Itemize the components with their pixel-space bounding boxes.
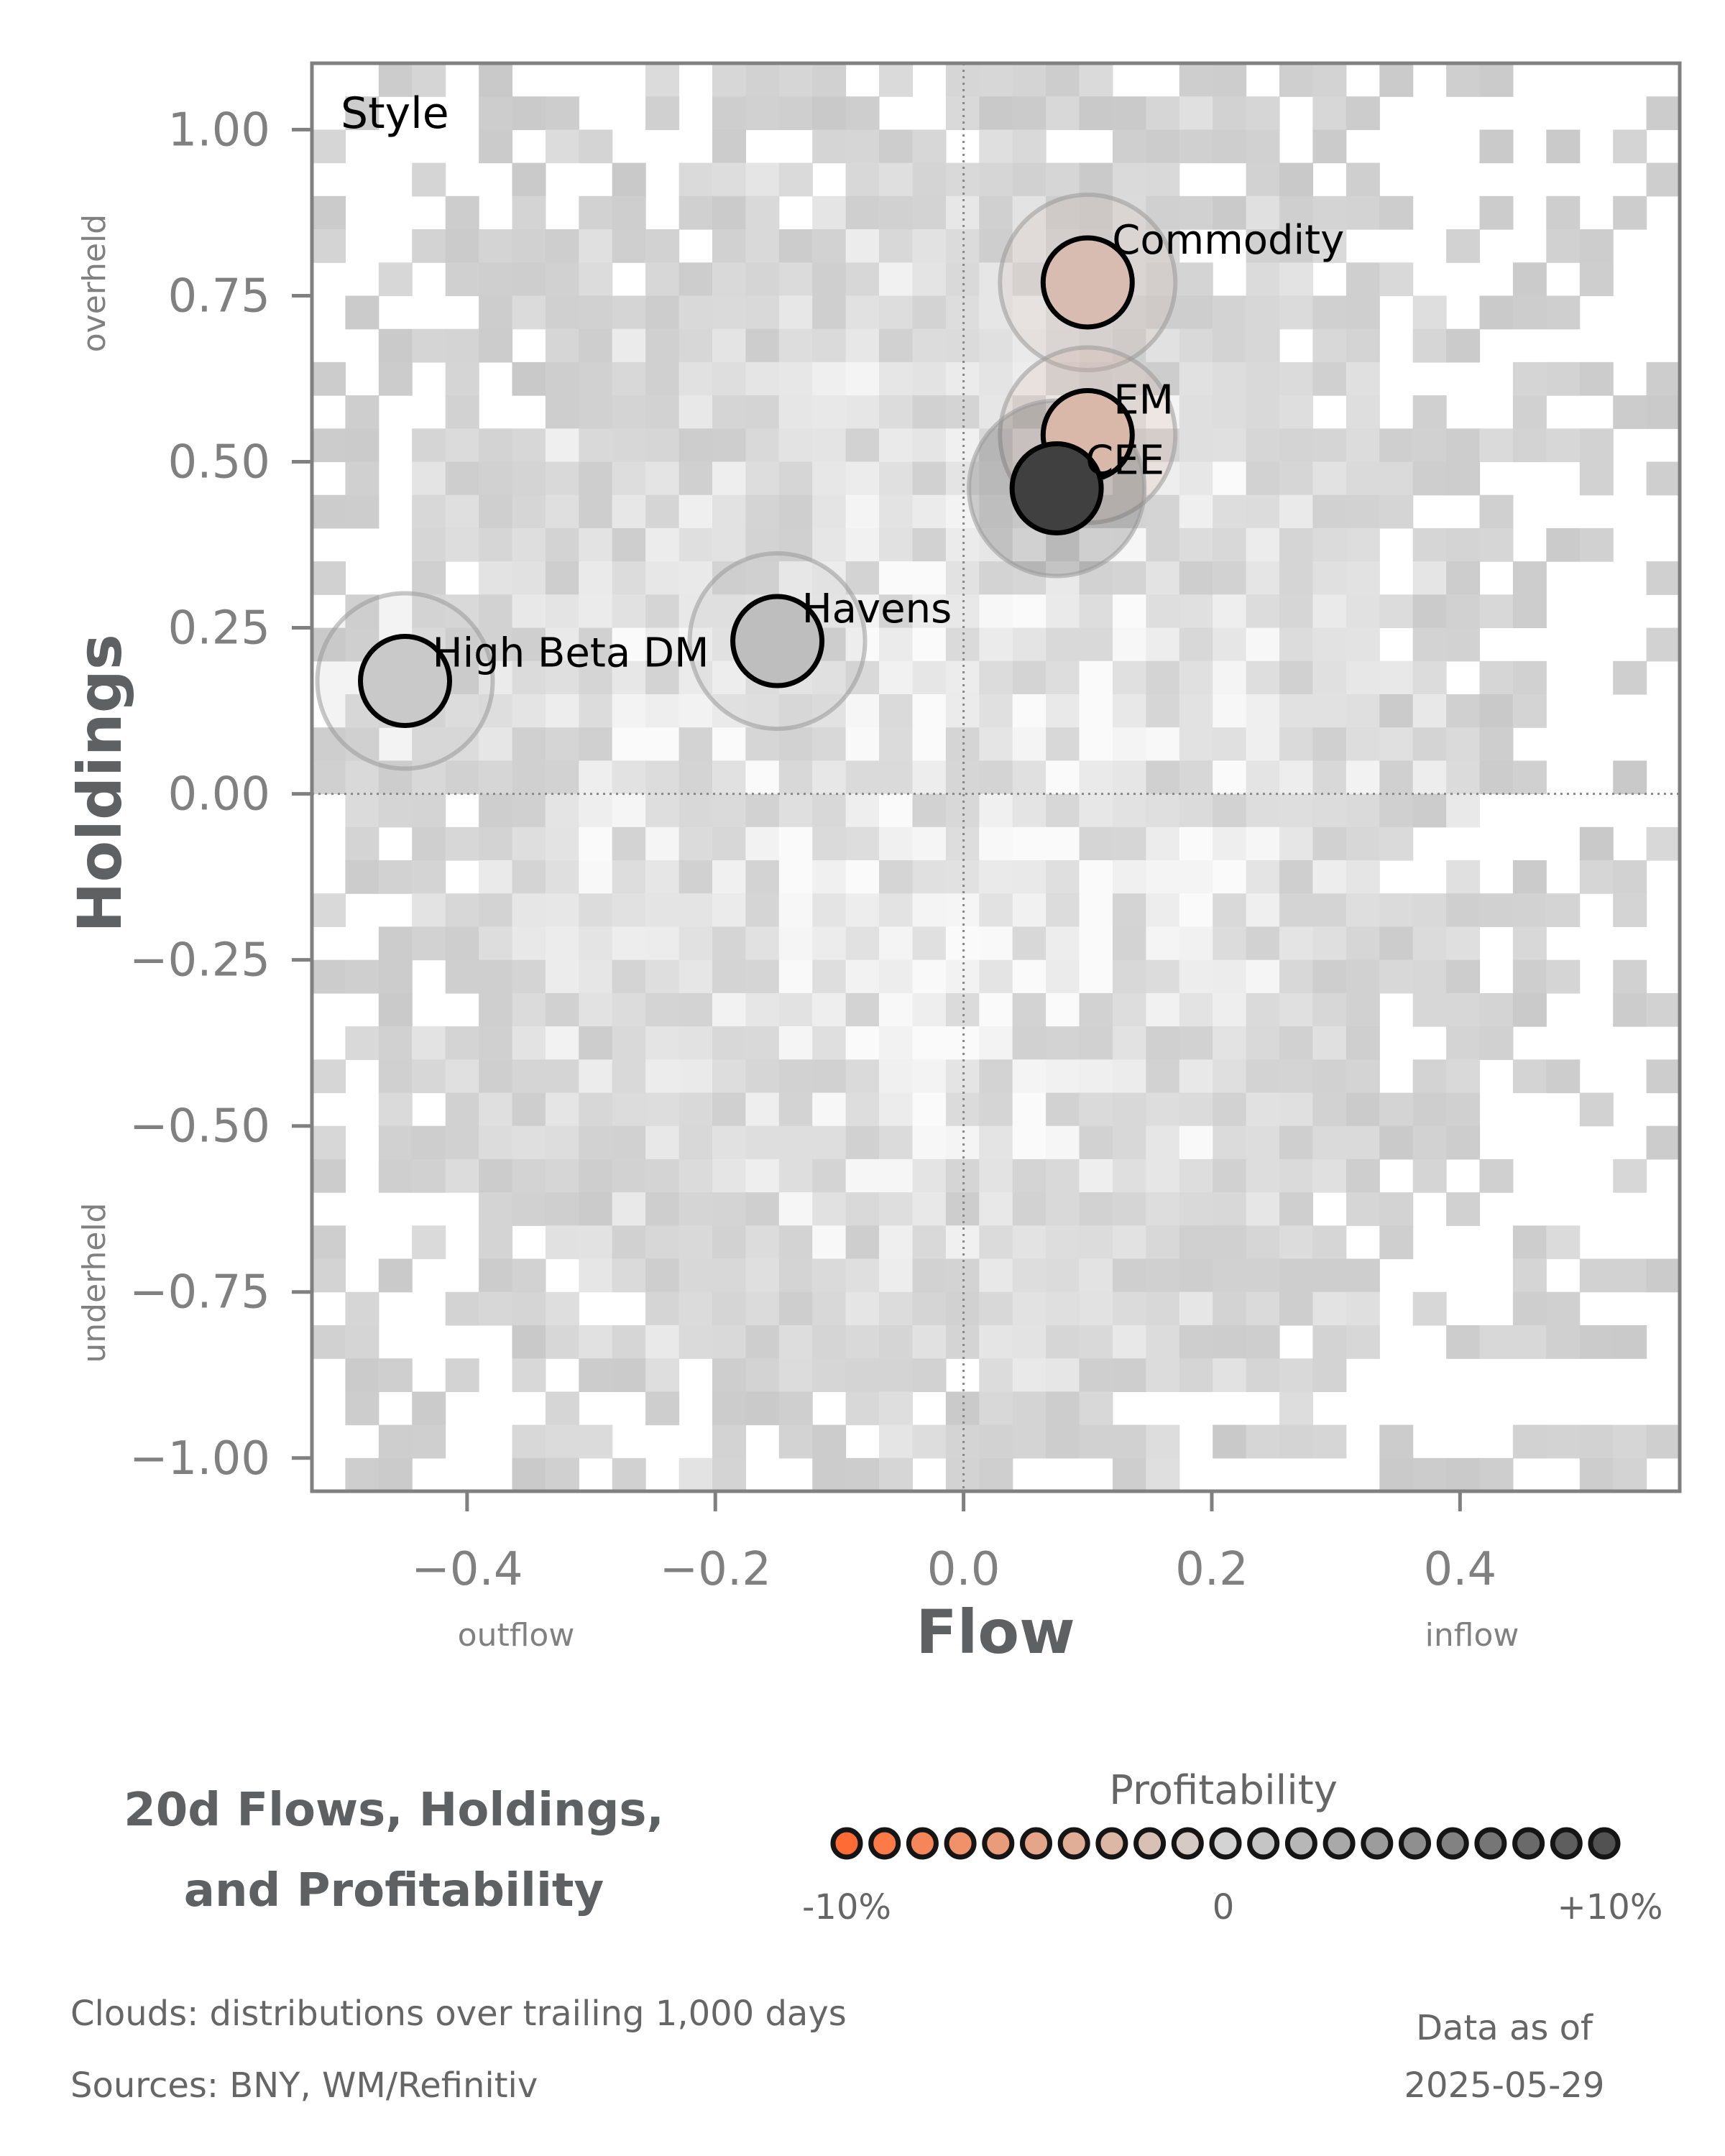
x-tick-label: −0.4 (411, 1543, 523, 1596)
legend-title: Profitability (1109, 1767, 1338, 1814)
y-tick-label: 0.75 (168, 270, 271, 323)
y-tick-label: 1.00 (168, 103, 271, 157)
panel-label: Style (341, 88, 449, 139)
legend-dot (1284, 1827, 1317, 1860)
bubble-label: CEE (1085, 437, 1164, 484)
legend-dot (830, 1827, 863, 1860)
legend-tick-zero: 0 (1213, 1887, 1235, 1927)
chart-title-line-2: and Profitability (184, 1864, 604, 1917)
x-side-label-right: inflow (1425, 1617, 1519, 1654)
y-side-label-bottom: underheld (76, 1202, 113, 1363)
bubble-label: EM (1113, 377, 1174, 424)
bubbles (358, 235, 1135, 728)
legend-dot (1588, 1827, 1621, 1860)
bubble-high-beta-dm (358, 633, 453, 728)
y-tick-label: 0.00 (168, 768, 271, 821)
legend-tick-max: +10% (1558, 1887, 1663, 1927)
y-tick-label: −0.75 (129, 1266, 270, 1319)
bubble-label: Havens (802, 586, 952, 632)
legend-dot (1322, 1827, 1356, 1860)
clouds-note: Clouds: distributions over trailing 1,00… (70, 1994, 847, 2034)
y-side-label-top: overheld (76, 214, 113, 352)
x-axis-title: Flow (916, 1597, 1075, 1667)
legend-dot (944, 1827, 977, 1860)
bubble-commodity (1040, 235, 1135, 330)
legend-dot (1512, 1827, 1545, 1860)
profitability-legend-scale (830, 1827, 1621, 1860)
x-axis-ticks: −0.4 −0.2 0.0 0.2 0.4 (411, 1491, 1496, 1596)
legend-dot (1209, 1827, 1242, 1860)
y-axis-ticks: 1.00 0.75 0.50 0.25 0.00 −0.25 −0.50 −0.75 −1.00 (129, 103, 312, 1485)
legend-tick-min: -10% (802, 1887, 891, 1927)
legend-dot (1361, 1827, 1394, 1860)
x-tick-label: 0.4 (1423, 1543, 1496, 1596)
x-tick-label: 0.2 (1175, 1543, 1248, 1596)
y-tick-label: −0.25 (129, 934, 270, 987)
plot-frame (310, 61, 1682, 1493)
legend-dot (1133, 1827, 1167, 1860)
data-as-of-label: Data as of (1416, 2008, 1593, 2048)
x-tick-label: −0.2 (660, 1543, 771, 1596)
legend-dot (1550, 1827, 1583, 1860)
legend-dot (1247, 1827, 1280, 1860)
legend-dot (1436, 1827, 1469, 1860)
legend-dot (868, 1827, 901, 1860)
bubble-labels: High Beta DM Havens Commodity EM CEE (433, 217, 1345, 677)
legend-dot (1399, 1827, 1431, 1860)
y-tick-label: −0.50 (129, 1100, 270, 1153)
bubble-label: Commodity (1112, 217, 1344, 264)
y-tick-label: 0.25 (168, 602, 271, 655)
x-side-label-left: outflow (458, 1617, 575, 1654)
sources-note: Sources: BNY, WM/Refinitiv (70, 2065, 538, 2106)
y-axis-title: Holdings (65, 634, 135, 933)
data-as-of-date: 2025-05-29 (1404, 2065, 1605, 2106)
legend-dot (1171, 1827, 1204, 1860)
legend-dot (1474, 1827, 1507, 1860)
reference-lines (312, 63, 1680, 1491)
legend-dot (1057, 1827, 1090, 1860)
legend-dot (982, 1827, 1015, 1860)
y-tick-label: −1.00 (129, 1432, 270, 1485)
y-tick-label: 0.50 (168, 436, 271, 489)
x-tick-label: 0.0 (927, 1543, 1000, 1596)
histogram-cloud (312, 63, 1680, 1492)
legend-dot (906, 1827, 939, 1860)
bubble-havens (730, 594, 825, 688)
bubble-cee (1009, 441, 1104, 535)
bubble-label: High Beta DM (433, 630, 709, 676)
chart-title-line-1: 20d Flows, Holdings, (124, 1784, 664, 1837)
legend-dot (1020, 1827, 1052, 1860)
legend-dot (1095, 1827, 1128, 1860)
